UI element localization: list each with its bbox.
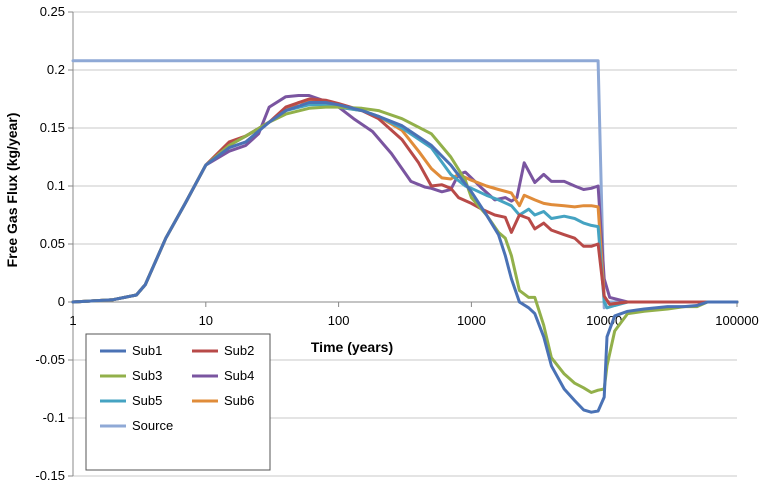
y-tick-label-5: 0	[58, 294, 65, 309]
y-tick-label-4: 0.05	[40, 236, 65, 251]
x-tick-label-3: 1000	[457, 313, 486, 328]
y-tick-label-8: -0.15	[35, 468, 65, 483]
series-line-sub4	[71, 94, 739, 304]
legend-label-sub6: Sub6	[224, 393, 254, 408]
y-tick-label-2: 0.15	[40, 120, 65, 135]
legend-box	[85, 333, 271, 471]
series-line-sub1	[71, 101, 739, 414]
y-tick-label-3: 0.1	[47, 178, 65, 193]
series-line-source	[71, 59, 739, 310]
legend: Sub1 Sub2 Sub3 Sub4 Sub5 Sub6 Source	[85, 333, 271, 471]
x-tick-label-1: 10	[199, 313, 213, 328]
y-tick-label-0: 0.25	[40, 4, 65, 19]
legend-label-sub2: Sub2	[224, 343, 254, 358]
legend-label-sub3: Sub3	[132, 368, 162, 383]
x-tick-labels: 1 10 100 1000 10000 100000	[69, 313, 758, 328]
y-tick-labels: 0.25 0.2 0.15 0.1 0.05 0 -0.05 -0.1 -0.15	[35, 4, 65, 483]
y-tick-label-7: -0.1	[43, 410, 65, 425]
legend-label-sub5: Sub5	[132, 393, 162, 408]
y-tick-label-1: 0.2	[47, 62, 65, 77]
legend-label-sub1: Sub1	[132, 343, 162, 358]
x-tick-label-5: 100000	[715, 313, 758, 328]
x-tick-label-0: 1	[69, 313, 76, 328]
legend-label-sub4: Sub4	[224, 368, 254, 383]
y-axis-title: Free Gas Flux (kg/year)	[4, 113, 20, 268]
x-tick-label-2: 100	[328, 313, 350, 328]
legend-label-source: Source	[132, 418, 173, 433]
series-lines	[71, 59, 739, 414]
y-tick-label-6: -0.05	[35, 352, 65, 367]
x-axis-title: Time (years)	[311, 339, 393, 355]
